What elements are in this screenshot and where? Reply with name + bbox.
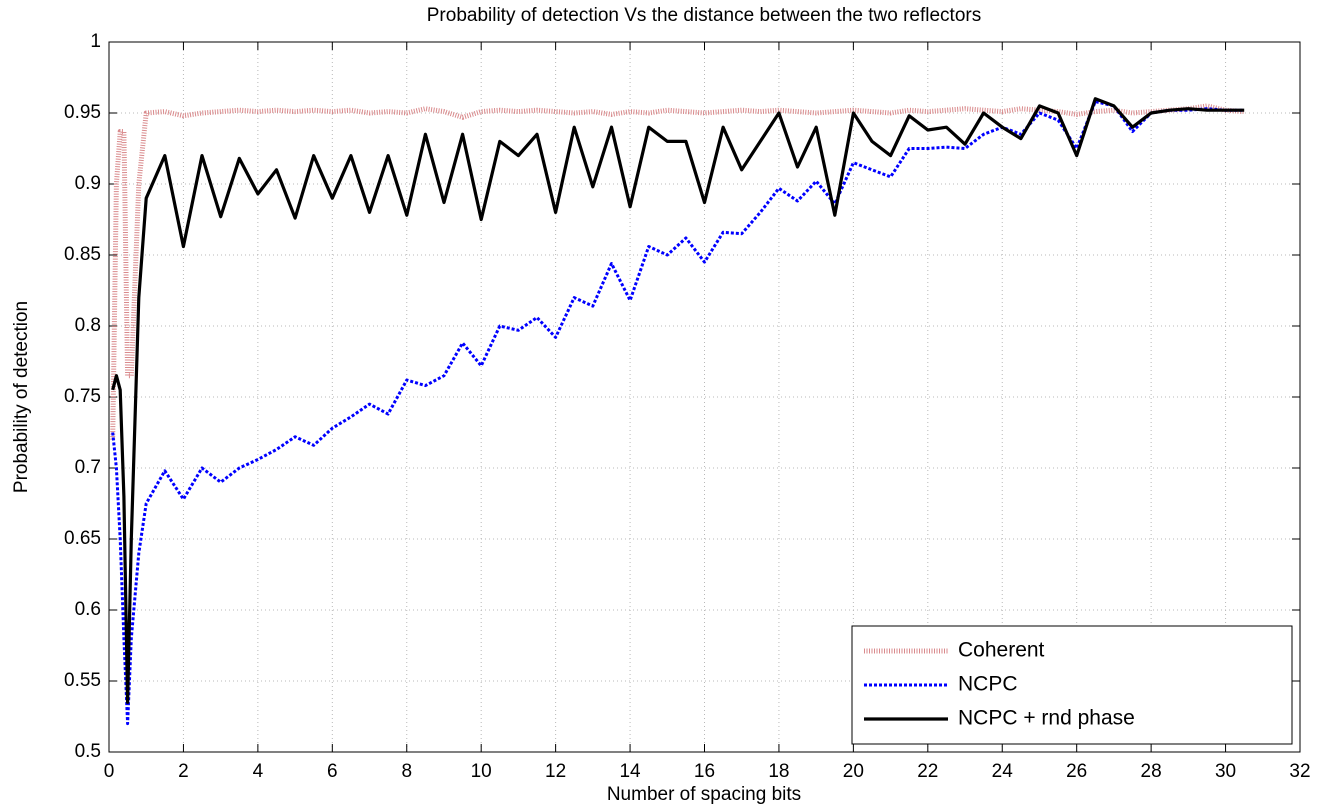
x-tick-label: 30 <box>1215 761 1236 782</box>
y-axis-label: Probability of detection <box>11 301 32 493</box>
chart-title: Probability of detection Vs the distance… <box>427 5 981 26</box>
x-tick-label: 18 <box>768 761 789 782</box>
series-line <box>111 100 1245 726</box>
series-line <box>110 103 1245 440</box>
x-tick-label: 8 <box>401 761 412 782</box>
y-tick-label: 0.95 <box>64 102 101 123</box>
x-tick-label: 6 <box>327 761 338 782</box>
y-tick-label: 0.85 <box>64 244 101 265</box>
x-tick-label: 2 <box>178 761 189 782</box>
series-line <box>111 97 1245 704</box>
x-tick-label: 0 <box>104 761 115 782</box>
y-tick-label: 0.55 <box>64 670 101 691</box>
y-tick-label: 0.6 <box>75 599 101 620</box>
y-tick-label: 0.75 <box>64 386 101 407</box>
y-tick-label: 1 <box>90 31 101 52</box>
x-tick-label: 16 <box>694 761 715 782</box>
x-tick-label: 28 <box>1141 761 1162 782</box>
x-tick-label: 20 <box>843 761 864 782</box>
x-axis-label: Number of spacing bits <box>607 784 801 805</box>
x-tick-label: 10 <box>471 761 492 782</box>
plot-frame <box>108 41 1301 753</box>
x-tick-label: 12 <box>545 761 566 782</box>
legend: Coherent NCPC NCPC + rnd phase <box>851 625 1293 745</box>
x-tick-label: 24 <box>992 761 1014 782</box>
x-tick-label: 22 <box>917 761 938 782</box>
y-tick-label: 0.9 <box>75 173 101 194</box>
y-tick-label: 0.7 <box>75 457 101 478</box>
y-tick-label: 0.5 <box>75 741 101 762</box>
x-tick-label: 14 <box>619 761 641 782</box>
y-tick-label: 0.8 <box>75 315 101 336</box>
x-tick-label: 26 <box>1066 761 1087 782</box>
legend-label: NCPC + rnd phase <box>958 707 1135 730</box>
legend-label: NCPC <box>958 673 1018 696</box>
x-tick-label: 4 <box>253 761 264 782</box>
x-tick-label: 32 <box>1289 761 1310 782</box>
y-tick-label: 0.65 <box>64 528 101 549</box>
legend-label: Coherent <box>958 639 1045 662</box>
